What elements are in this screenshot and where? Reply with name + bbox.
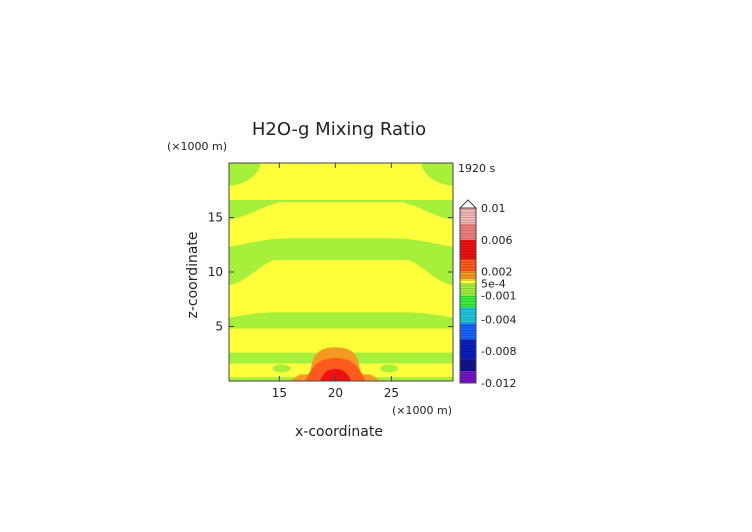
colorbar-label: -0.012 <box>481 377 516 390</box>
x-ticks: 15 20 25 <box>272 163 399 400</box>
moisture-anomaly <box>272 347 399 381</box>
anomaly-core <box>319 369 352 381</box>
colorbar-label: 0.01 <box>481 202 506 215</box>
colorbar-segment <box>460 371 476 383</box>
contour-plot <box>229 163 453 381</box>
colorbar-label: -0.004 <box>481 313 516 326</box>
time-label: 1920 s <box>458 162 495 175</box>
x-unit-label: (×1000 m) <box>392 404 452 417</box>
lobe-left <box>272 364 291 373</box>
green-band-upper <box>229 200 453 220</box>
colorbar-label: -0.001 <box>481 290 516 303</box>
chart-title: H2O-g Mixing Ratio <box>252 119 426 140</box>
colorbar-label: 0.006 <box>481 234 513 247</box>
colorbar-segment <box>460 279 476 284</box>
green-corners-top <box>229 163 453 186</box>
colorbar-segment <box>460 208 476 224</box>
green-band-middle <box>229 238 453 286</box>
y-axis-label: z-coordinate <box>185 231 201 318</box>
y-tick-label: 10 <box>208 265 223 279</box>
field-background <box>229 163 453 381</box>
colorbar-segment <box>460 339 476 360</box>
colorbar-label: 0.002 <box>481 266 513 279</box>
colorbar-segment <box>460 307 476 324</box>
colorbar-segment <box>460 283 476 296</box>
y-unit-label: (×1000 m) <box>167 140 227 153</box>
colorbar-label: 5e-4 <box>481 278 506 291</box>
y-tick-label: 5 <box>215 320 223 334</box>
x-tick-label: 15 <box>272 386 287 400</box>
x-axis-label: x-coordinate <box>295 424 383 440</box>
colorbar-segment <box>460 359 476 372</box>
colorbar-segment <box>460 323 476 340</box>
colorbar-segment <box>460 271 476 280</box>
colorbar-label: -0.008 <box>481 345 516 358</box>
colorbar-segment <box>460 223 476 240</box>
colorbar-segment <box>460 295 476 308</box>
colorbar-segment <box>460 239 476 260</box>
y-tick-label: 15 <box>208 211 223 225</box>
colorbar-segment <box>460 259 476 272</box>
x-tick-label: 20 <box>328 386 343 400</box>
x-tick-label: 25 <box>384 386 399 400</box>
lobe-right <box>380 364 399 373</box>
colorbar-extend-arrow <box>458 199 478 209</box>
green-band-low <box>229 312 453 329</box>
y-ticks: 5 10 15 <box>208 211 453 334</box>
